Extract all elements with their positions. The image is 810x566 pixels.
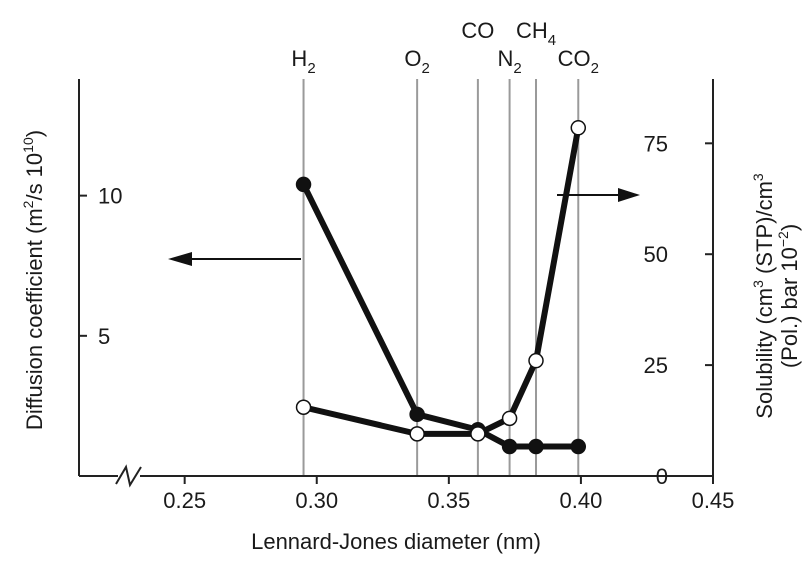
y-right-title-2a: (Pol.) bar 10 — [777, 247, 802, 368]
y-left-tick-label-0: 5 — [98, 324, 110, 349]
y-left-tick-label-1: 10 — [98, 184, 122, 209]
y-left-title-sup2: 10 — [20, 137, 36, 153]
y-left-title-sup1: 2 — [20, 200, 36, 208]
gas-label-0: H2 — [291, 46, 315, 77]
series-right-point-2 — [470, 426, 486, 442]
y-right-title-2sup: −2 — [775, 231, 791, 247]
left-axis-arrowhead — [168, 252, 192, 266]
x-tick-label-3: 0.40 — [560, 488, 603, 513]
gas-name-2: CO — [461, 18, 494, 43]
gas-sub-4: 4 — [548, 32, 556, 49]
gas-label-5: CO2 — [558, 46, 599, 77]
y-right-tick-label-3: 75 — [644, 131, 668, 156]
y-right-title-2b: ) — [777, 224, 802, 231]
gas-name-0: H — [291, 46, 307, 71]
x-tick-label-4: 0.45 — [692, 488, 735, 513]
series-left-line — [300, 183, 579, 450]
y-right-title-line1: Solubility (cm3 (STP)/cm3 — [750, 173, 777, 419]
gas-label-2: CO — [461, 18, 494, 43]
y-right-title-1a: Solubility (cm — [752, 288, 777, 419]
gas-name-1: O — [404, 46, 421, 71]
gas-sub-3: 2 — [513, 60, 521, 77]
series-right-line — [302, 127, 582, 437]
gas-sub-0: 2 — [307, 60, 315, 77]
y-right-tick-label-0: 0 — [656, 464, 668, 489]
series-left-point-4 — [528, 438, 544, 455]
data-series — [168, 120, 640, 455]
series-right-point-5 — [570, 120, 587, 136]
gas-label-3: N2 — [497, 46, 521, 77]
x-axis-title: Lennard-Jones diameter (nm) — [251, 529, 541, 554]
y-right-title-1sup1: 3 — [750, 280, 766, 288]
axis-break-mark — [115, 464, 142, 488]
right-axis-arrowhead — [618, 188, 640, 202]
series-left-point-3 — [501, 438, 518, 455]
x-tick-label-0: 0.25 — [163, 488, 206, 513]
series-right-point-4 — [528, 352, 544, 369]
series-left-point-0 — [295, 176, 312, 193]
series-left-point-1 — [409, 406, 425, 423]
gas-label-4: CH4 — [516, 18, 556, 49]
y-right-title-line2: (Pol.) bar 10−2) — [775, 224, 802, 368]
gas-name-4: CH — [516, 18, 548, 43]
gas-label-1: O2 — [404, 46, 429, 77]
x-tick-label-1: 0.30 — [295, 488, 338, 513]
series-right-point-1 — [409, 426, 425, 442]
gas-name-3: N — [497, 46, 513, 71]
x-tick-label-2: 0.35 — [427, 488, 470, 513]
y-right-title-1b: (STP)/cm — [752, 181, 777, 280]
y-left-title-mid: /s 10 — [22, 153, 47, 201]
y-left-title-main: Diffusion coefficient (m — [22, 208, 47, 430]
gas-sub-5: 2 — [591, 60, 599, 77]
y-right-tick-label-1: 25 — [644, 353, 668, 378]
axes: 0.25 0.30 0.35 0.40 0.45 Lennard-Jones diamet… — [20, 79, 802, 554]
y-right-title-1sup2: 3 — [750, 173, 766, 181]
series-left-point-5 — [570, 438, 587, 455]
gas-sub-1: 2 — [422, 60, 430, 77]
gas-name-5: CO — [558, 46, 591, 71]
y-right-tick-label-2: 50 — [644, 242, 668, 267]
y-left-title-end: ) — [22, 130, 47, 137]
y-left-title: Diffusion coefficient (m2/s 1010) — [20, 130, 47, 430]
series-right-point-0 — [295, 399, 312, 415]
series-right-point-3 — [501, 410, 518, 427]
